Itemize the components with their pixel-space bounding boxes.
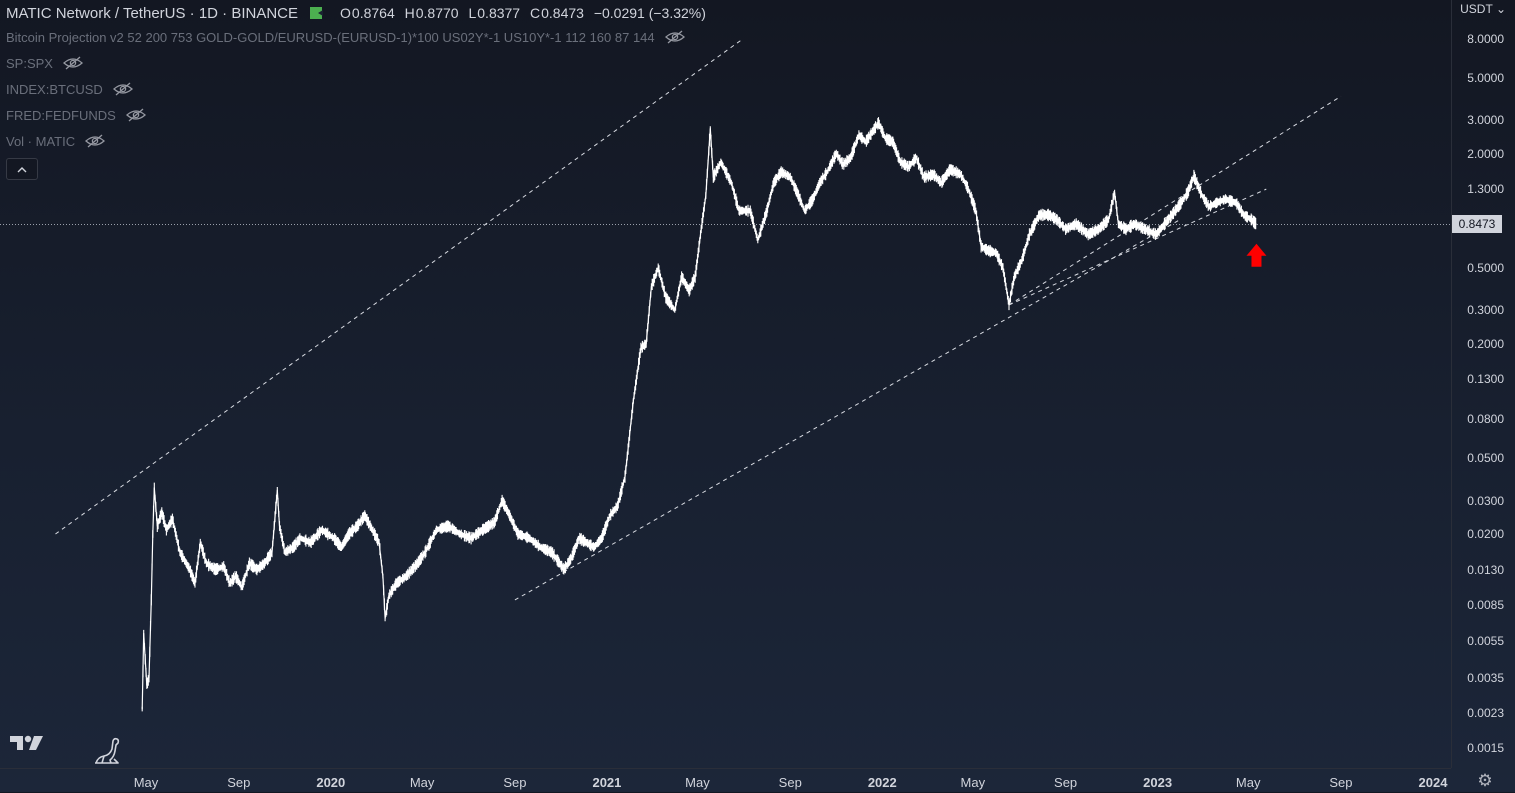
- price-tick-label: 0.0035: [1467, 670, 1504, 685]
- chevron-down-icon: ⌄: [1495, 2, 1506, 16]
- price-tick-label: 3.0000: [1467, 113, 1504, 128]
- time-tick-label: 2020: [316, 775, 346, 790]
- time-tick-label: May: [409, 775, 435, 790]
- indicator-row[interactable]: INDEX:BTCUSD: [6, 76, 706, 102]
- time-tick-label: Sep: [1329, 775, 1353, 790]
- collapse-legend-button[interactable]: [6, 158, 38, 180]
- dinosaur-icon[interactable]: [92, 735, 122, 765]
- time-tick-label: Sep: [503, 775, 527, 790]
- open-value: 0.8764: [351, 5, 395, 21]
- price-tick-label: 8.0000: [1467, 32, 1504, 46]
- last-price-label: 0.8473: [1452, 215, 1502, 234]
- price-tick-label: 5.0000: [1467, 70, 1504, 85]
- time-axis[interactable]: May Sep 2020 May Sep 2021 May Sep 2022 May Sep 2023…: [0, 768, 1451, 793]
- hidden-eye-icon[interactable]: [85, 134, 106, 148]
- price-bars: [141, 117, 1257, 712]
- time-tick-label: May: [685, 775, 710, 790]
- change-value: −0.0291 (−3.32%): [593, 5, 706, 21]
- indicator-label[interactable]: FRED:FEDFUNDS: [6, 107, 116, 123]
- close-label: C: [529, 5, 541, 21]
- trendline: [1008, 95, 1342, 306]
- time-tick-label: May: [133, 775, 159, 790]
- open-label: O: [340, 5, 351, 21]
- low-value: 0.8377: [477, 5, 521, 21]
- time-tick-label: May: [1235, 775, 1261, 790]
- price-tick-label: 0.3000: [1467, 303, 1504, 318]
- hidden-eye-icon[interactable]: [664, 30, 685, 44]
- close-value: 0.8473: [541, 5, 584, 21]
- trendline: [1008, 188, 1267, 306]
- time-tick-label: Sep: [778, 775, 802, 790]
- tradingview-logo[interactable]: [10, 734, 46, 752]
- price-line: [141, 122, 1257, 710]
- price-tick-label: 2.0000: [1467, 146, 1504, 161]
- hidden-eye-icon[interactable]: [125, 108, 146, 122]
- currency-selector[interactable]: USDT ⌄: [1460, 2, 1506, 16]
- time-tick-label: 2023: [1143, 775, 1173, 790]
- time-tick-label: Sep: [1054, 775, 1078, 790]
- trendline: [55, 38, 744, 535]
- time-tick-label: 2022: [867, 775, 897, 790]
- indicator-row[interactable]: Vol · MATIC: [6, 128, 706, 154]
- indicator-row[interactable]: Bitcoin Projection v2 52 200 753 GOLD-GO…: [6, 24, 706, 50]
- settings-gear-icon[interactable]: ⚙: [1477, 771, 1493, 790]
- ohlc-values: O0.8764 H0.8770 L0.8377 C0.8473 −0.0291 …: [340, 5, 706, 21]
- hidden-eye-icon[interactable]: [62, 56, 83, 70]
- low-label: L: [468, 5, 477, 21]
- price-tick-label: 0.0130: [1467, 562, 1504, 577]
- time-tick-label: Sep: [227, 775, 251, 790]
- time-tick-label: 2024: [1418, 775, 1448, 790]
- price-tick-label: 0.2000: [1467, 336, 1504, 351]
- indicator-row[interactable]: FRED:FEDFUNDS: [6, 102, 706, 128]
- price-tick-label: 0.5000: [1467, 261, 1504, 276]
- hidden-eye-icon[interactable]: [112, 82, 133, 96]
- price-tick-label: 0.0800: [1467, 412, 1504, 427]
- price-tick-label: 0.0055: [1467, 633, 1504, 648]
- price-axis[interactable]: USDT ⌄ 8.0000 5.0000 3.0000 2.0000 1.3000 0.5…: [1451, 0, 1515, 768]
- time-tick-label: May: [960, 775, 986, 790]
- price-tick-label: 1.3000: [1467, 182, 1504, 197]
- high-value: 0.8770: [415, 5, 459, 21]
- price-tick-label: 0.0300: [1467, 493, 1504, 508]
- indicator-label[interactable]: Bitcoin Projection v2 52 200 753 GOLD-GO…: [6, 29, 655, 45]
- price-tick-label: 0.0015: [1467, 741, 1504, 755]
- indicator-label[interactable]: INDEX:BTCUSD: [6, 81, 103, 97]
- chevron-up-icon: [17, 166, 27, 172]
- market-open-flag-icon: [310, 7, 324, 19]
- currency-label: USDT: [1460, 2, 1493, 16]
- price-tick-label: 0.0200: [1467, 526, 1504, 541]
- price-tick-label: 0.0085: [1467, 597, 1504, 612]
- symbol-header[interactable]: MATIC Network / TetherUS · 1D · BINANCE …: [6, 2, 706, 24]
- red-arrow-up-icon: [1246, 243, 1267, 267]
- indicator-row[interactable]: SP:SPX: [6, 50, 706, 76]
- trendline: [514, 219, 1181, 601]
- price-tick-label: 0.0500: [1467, 451, 1504, 466]
- price-chart-svg[interactable]: [0, 0, 1451, 768]
- chart-legend: MATIC Network / TetherUS · 1D · BINANCE …: [6, 2, 706, 180]
- price-tick-label: 0.0023: [1467, 705, 1504, 720]
- time-tick-label: 2021: [592, 775, 622, 790]
- price-tick-label: 0.1300: [1467, 372, 1504, 387]
- symbol-title[interactable]: MATIC Network / TetherUS · 1D · BINANCE: [6, 4, 299, 22]
- indicator-label[interactable]: Vol · MATIC: [6, 133, 76, 149]
- indicator-label[interactable]: SP:SPX: [6, 55, 53, 71]
- high-label: H: [404, 5, 415, 21]
